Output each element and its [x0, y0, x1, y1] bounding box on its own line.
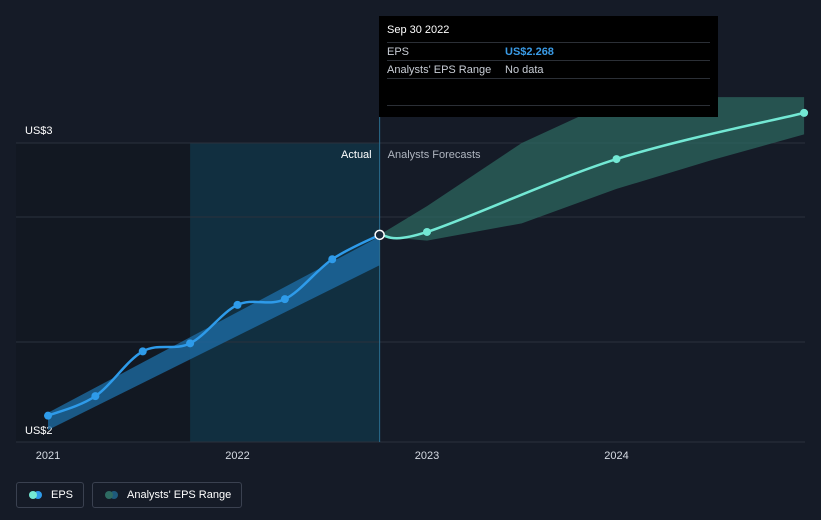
eps-actual-point — [138, 347, 147, 356]
eps-actual-point — [233, 300, 242, 309]
eps-forecast-point — [800, 108, 809, 117]
tooltip-range-label: Analysts' EPS Range — [387, 63, 492, 76]
range-legend-icon — [105, 491, 119, 499]
actual-label: Actual — [341, 149, 372, 161]
tooltip-eps-label: EPS — [387, 45, 410, 58]
eps-actual-point — [280, 295, 289, 304]
tooltip-row-empty — [387, 78, 710, 106]
eps-forecast-point — [612, 155, 621, 164]
tooltip-range-value: No data — [505, 63, 544, 76]
eps-forecast-line — [379, 111, 805, 240]
forecast-label: Analysts Forecasts — [388, 149, 481, 161]
x-tick-label: 2021 — [36, 450, 60, 462]
x-tick-label: 2024 — [604, 450, 628, 462]
y-label-bottom: US$2 — [25, 425, 53, 437]
x-tick-label: 2023 — [415, 450, 439, 462]
eps-actual-point — [374, 229, 385, 241]
x-tick-label: 2022 — [225, 450, 249, 462]
tooltip-date: Sep 30 2022 — [387, 24, 450, 36]
tooltip: Sep 30 2022 EPS US$2.268 Analysts' EPS R… — [379, 16, 718, 117]
tooltip-row-range: Analysts' EPS Range No data — [387, 60, 710, 78]
eps-legend-icon — [29, 491, 43, 499]
legend-eps-label: EPS — [51, 489, 74, 501]
eps-actual-point — [328, 255, 337, 264]
eps-actual-point — [91, 392, 100, 401]
eps-forecast-point — [423, 227, 431, 236]
legend-eps-toggle[interactable]: EPS — [16, 482, 85, 508]
y-label-top: US$3 — [25, 125, 53, 137]
tooltip-eps-value: US$2.268 — [505, 45, 554, 58]
legend-range-label: Analysts' EPS Range — [127, 489, 232, 501]
eps-actual-point — [186, 339, 195, 348]
eps-actual-point — [44, 411, 52, 420]
tooltip-row-eps: EPS US$2.268 — [387, 42, 710, 60]
eps-actual-line — [47, 233, 381, 417]
legend-range-toggle[interactable]: Analysts' EPS Range — [92, 482, 243, 508]
legend: EPS Analysts' EPS Range — [16, 482, 243, 508]
actual-eps-range-band — [48, 236, 380, 430]
